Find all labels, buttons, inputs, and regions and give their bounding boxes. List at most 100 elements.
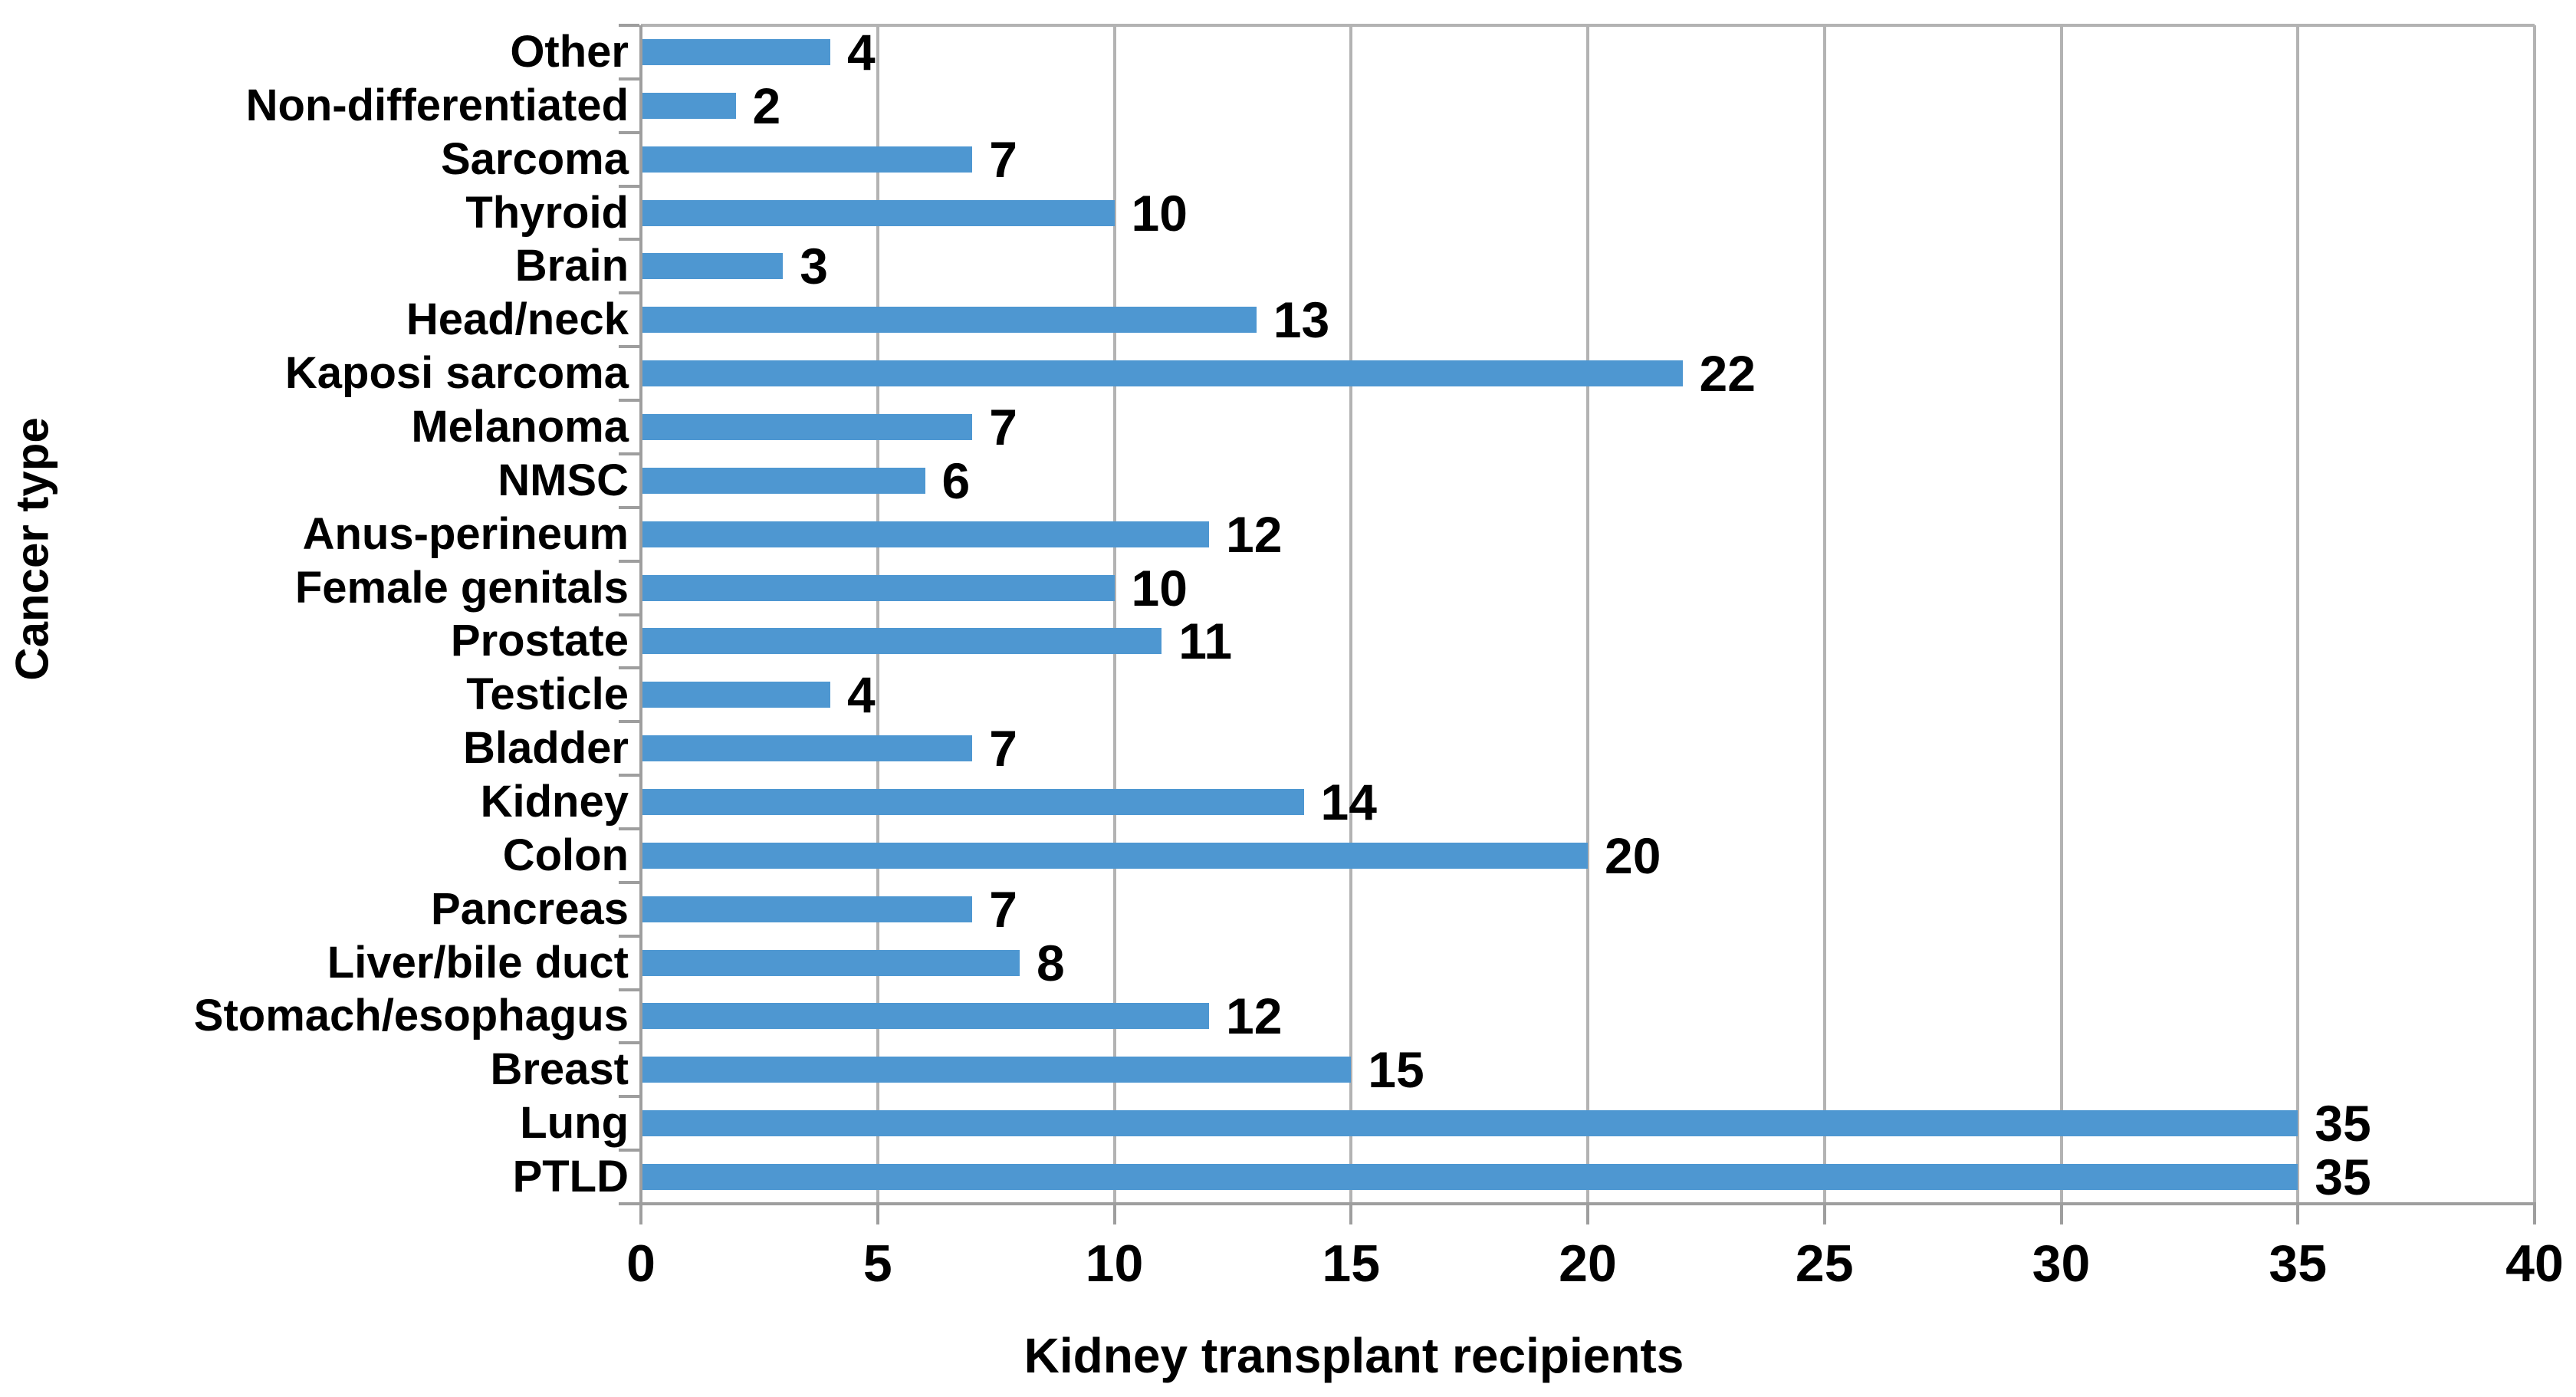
y-tick-mark bbox=[619, 880, 639, 884]
value-label-head-neck: 13 bbox=[1273, 291, 1330, 349]
x-tick-label: 40 bbox=[2505, 1234, 2564, 1293]
y-tick-mark bbox=[619, 399, 639, 403]
bar-prostate bbox=[641, 628, 1162, 655]
value-label-melanoma: 7 bbox=[989, 398, 1017, 455]
bar-liver-bile-duct bbox=[641, 949, 1020, 976]
value-label-breast: 15 bbox=[1368, 1041, 1424, 1099]
y-tick-mark bbox=[619, 77, 639, 81]
x-tick-mark bbox=[1112, 1204, 1116, 1224]
category-label-ptld: PTLD bbox=[512, 1152, 629, 1202]
gridline bbox=[1822, 25, 1826, 1204]
y-tick-mark bbox=[619, 988, 639, 991]
y-axis-line bbox=[639, 25, 642, 1224]
y-tick-mark bbox=[619, 24, 639, 27]
x-axis-line bbox=[619, 1202, 2536, 1205]
category-label-sarcoma: Sarcoma bbox=[440, 133, 629, 184]
value-label-bladder: 7 bbox=[989, 720, 1017, 777]
x-tick-mark bbox=[876, 1204, 879, 1224]
category-label-other: Other bbox=[510, 26, 629, 77]
gridline bbox=[1349, 25, 1353, 1204]
category-label-kaposi-sarcoma: Kaposi sarcoma bbox=[284, 348, 629, 399]
plot-top-border bbox=[641, 24, 2535, 27]
category-label-prostate: Prostate bbox=[450, 616, 629, 666]
category-label-breast: Breast bbox=[490, 1044, 629, 1095]
category-label-stomach-esophagus: Stomach/esophagus bbox=[193, 991, 629, 1041]
bar-female-genitals bbox=[641, 574, 1115, 601]
x-tick-label: 10 bbox=[1085, 1234, 1144, 1293]
bar-kaposi-sarcoma bbox=[641, 360, 1683, 387]
bar-anus-perineum bbox=[641, 521, 1209, 547]
bar-colon bbox=[641, 842, 1588, 869]
value-label-nmsc: 6 bbox=[941, 452, 971, 509]
y-tick-mark bbox=[619, 934, 639, 938]
bar-head-neck bbox=[641, 307, 1257, 334]
y-tick-mark bbox=[619, 291, 639, 295]
value-label-brain: 3 bbox=[800, 238, 828, 295]
y-tick-mark bbox=[619, 505, 639, 509]
value-label-liver-bile-duct: 8 bbox=[1037, 934, 1065, 991]
x-tick-mark bbox=[2296, 1204, 2300, 1224]
category-label-non-differentiated: Non-differentiated bbox=[245, 80, 629, 130]
y-tick-mark bbox=[619, 827, 639, 830]
y-tick-mark bbox=[619, 238, 639, 242]
category-label-kidney: Kidney bbox=[480, 777, 629, 827]
category-label-bladder: Bladder bbox=[463, 723, 629, 774]
category-label-pancreas: Pancreas bbox=[431, 883, 629, 934]
bar-bladder bbox=[641, 735, 973, 762]
category-label-colon: Colon bbox=[502, 830, 629, 880]
x-tick-label: 15 bbox=[1322, 1234, 1381, 1293]
gridline bbox=[2533, 25, 2536, 1204]
value-label-female-genitals: 10 bbox=[1131, 559, 1188, 616]
gridline bbox=[876, 25, 879, 1204]
gridline bbox=[1586, 25, 1589, 1204]
bar-other bbox=[641, 38, 830, 65]
x-tick-label: 20 bbox=[1559, 1234, 1617, 1293]
bar-thyroid bbox=[641, 199, 1115, 226]
x-tick-label: 35 bbox=[2269, 1234, 2328, 1293]
y-tick-mark bbox=[619, 130, 639, 134]
value-label-ptld: 35 bbox=[2315, 1149, 2371, 1206]
bar-sarcoma bbox=[641, 146, 973, 173]
value-label-pancreas: 7 bbox=[989, 880, 1017, 938]
value-label-lung: 35 bbox=[2315, 1095, 2371, 1152]
category-label-head-neck: Head/neck bbox=[406, 294, 629, 345]
bar-breast bbox=[641, 1057, 1352, 1083]
category-label-anus-perineum: Anus-perineum bbox=[302, 508, 629, 559]
y-tick-mark bbox=[619, 559, 639, 563]
bar-lung bbox=[641, 1110, 2298, 1137]
category-label-female-genitals: Female genitals bbox=[294, 562, 629, 613]
bar-stomach-esophagus bbox=[641, 1003, 1209, 1030]
y-tick-mark bbox=[619, 184, 639, 188]
y-tick-mark bbox=[619, 1095, 639, 1099]
value-label-kidney: 14 bbox=[1320, 774, 1377, 831]
bar-nmsc bbox=[641, 467, 925, 494]
x-tick-label: 30 bbox=[2032, 1234, 2091, 1293]
value-label-prostate: 11 bbox=[1178, 613, 1233, 670]
x-tick-label: 5 bbox=[863, 1234, 892, 1293]
value-label-anus-perineum: 12 bbox=[1226, 505, 1283, 563]
y-tick-mark bbox=[619, 613, 639, 616]
y-tick-mark bbox=[619, 345, 639, 349]
x-tick-label: 0 bbox=[626, 1234, 656, 1293]
y-tick-mark bbox=[619, 452, 639, 455]
x-tick-mark bbox=[2059, 1204, 2063, 1224]
bar-non-differentiated bbox=[641, 92, 736, 119]
gridline bbox=[2296, 25, 2300, 1204]
value-label-non-differentiated: 2 bbox=[752, 77, 781, 134]
bar-melanoma bbox=[641, 413, 973, 440]
category-label-liver-bile-duct: Liver/bile duct bbox=[327, 937, 629, 988]
gridline bbox=[1112, 25, 1116, 1204]
bar-testicle bbox=[641, 682, 830, 708]
x-tick-mark bbox=[1822, 1204, 1826, 1224]
y-tick-mark bbox=[619, 666, 639, 670]
y-tick-mark bbox=[619, 1149, 639, 1152]
y-tick-mark bbox=[619, 774, 639, 777]
x-tick-mark bbox=[1349, 1204, 1353, 1224]
value-label-stomach-esophagus: 12 bbox=[1226, 988, 1283, 1045]
category-label-testicle: Testicle bbox=[466, 669, 629, 720]
value-label-testicle: 4 bbox=[847, 666, 876, 724]
x-tick-mark bbox=[1586, 1204, 1589, 1224]
value-label-kaposi-sarcoma: 22 bbox=[1699, 345, 1756, 403]
